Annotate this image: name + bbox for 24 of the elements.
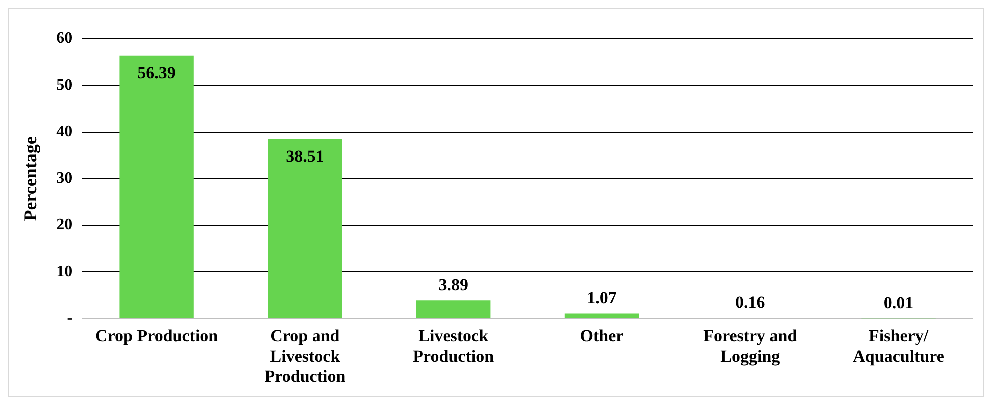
y-axis-title: Percentage bbox=[20, 136, 40, 222]
y-tick-label: 40 bbox=[56, 123, 73, 140]
y-tick-label: 20 bbox=[56, 216, 73, 234]
y-tick-label: 60 bbox=[56, 30, 73, 48]
y-tick-label: 10 bbox=[56, 263, 73, 280]
bar bbox=[268, 139, 342, 318]
x-tick-label: Other bbox=[580, 326, 624, 346]
data-label: 0.01 bbox=[884, 294, 914, 313]
data-label: 56.39 bbox=[138, 64, 176, 83]
data-label: 38.51 bbox=[286, 147, 324, 166]
bar bbox=[416, 300, 491, 318]
x-tick-label: Fishery/ Aquaculture bbox=[853, 326, 945, 366]
y-tick-label: 50 bbox=[56, 76, 73, 94]
y-tick-label: 30 bbox=[56, 170, 73, 188]
bar bbox=[120, 56, 194, 318]
data-label: 3.89 bbox=[438, 276, 468, 295]
y-tick-label: - bbox=[67, 310, 73, 327]
x-tick-label: Forestry and Logging bbox=[704, 326, 798, 366]
bar bbox=[564, 314, 640, 318]
x-tick-label: Crop Production bbox=[95, 326, 219, 346]
data-label: 0.16 bbox=[736, 292, 766, 312]
data-label: 1.07 bbox=[587, 288, 618, 308]
x-tick-label: Livestock Production bbox=[413, 326, 495, 366]
x-tick-label: Crop and Livestock Production bbox=[264, 326, 346, 386]
